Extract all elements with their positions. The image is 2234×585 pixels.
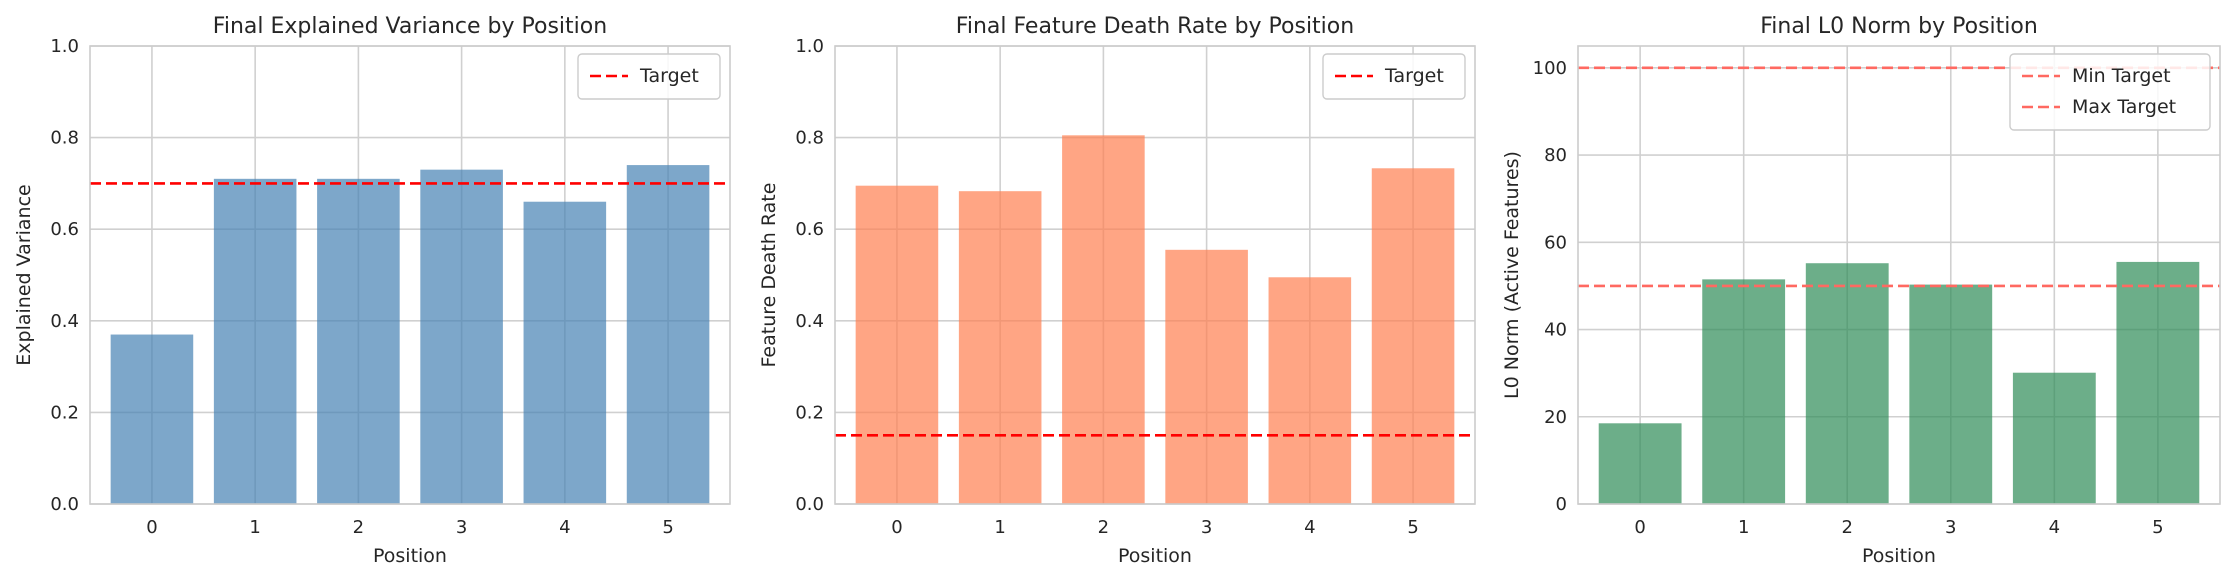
x-axis-label: Position [1118,545,1192,567]
y-tick-label: 0.4 [795,311,824,332]
y-tick-label: 0.8 [795,128,824,149]
x-tick-label: 0 [146,517,157,538]
x-axis-label: Position [373,545,447,567]
bar-4 [1268,277,1352,504]
chart-title: Final Feature Death Rate by Position [956,14,1354,39]
bar-0 [855,185,939,504]
y-tick-label: 0.2 [795,402,824,423]
y-tick-label: 0.2 [50,402,79,423]
legend-box [1322,53,1466,100]
bar-5 [1371,168,1455,504]
bar-5 [2116,261,2200,504]
x-tick-label: 4 [2049,517,2060,538]
x-tick-label: 3 [456,517,467,538]
x-tick-label: 2 [353,517,364,538]
bar-4 [2012,372,2096,504]
bar-5 [626,165,710,504]
bar-1 [1702,279,1786,504]
x-tick-label: 0 [891,517,902,538]
y-tick-label: 100 [1533,58,1567,79]
plot-area [835,46,1475,504]
x-tick-label: 5 [2152,517,2163,538]
plot-area [90,46,730,504]
y-tick-label: 80 [1544,145,1567,166]
x-tick-label: 1 [994,517,1005,538]
chart-panel-1: 0.0 0.2 0.4 0.6 0.8 1.0 0 1 2 3 4 5 Final Feature De… [758,14,1476,567]
legend-box [577,53,721,100]
y-axis-label: L0 Norm (Active Features) [1501,151,1523,399]
bar-2 [317,178,400,504]
x-tick-label: 1 [1738,517,1749,538]
axes-frame [1577,45,2221,505]
bar-3 [1165,249,1248,504]
legend: Target [577,53,721,100]
bar-0 [110,334,194,504]
y-axis-label: Feature Death Rate [758,183,780,368]
x-tick-label: 5 [1407,517,1418,538]
bar-2 [1062,135,1145,504]
legend: Target [1322,53,1466,100]
chart-panel-0: 0.0 0.2 0.4 0.6 0.8 1.0 0 1 2 3 4 5 Final Explained … [13,14,731,567]
y-tick-label: 60 [1544,232,1567,253]
y-tick-label: 40 [1544,320,1567,341]
y-tick-label: 1.0 [50,36,79,57]
bar-0 [1598,423,1682,504]
x-tick-label: 5 [662,517,673,538]
bar-4 [523,201,607,504]
x-tick-label: 4 [559,517,570,538]
legend-box [2009,53,2211,131]
x-tick-label: 2 [1098,517,1109,538]
y-tick-label: 1.0 [795,36,824,57]
x-tick-label: 1 [249,517,260,538]
y-tick-label: 0.4 [50,311,79,332]
bar-3 [1909,284,1993,504]
chart-title: Final Explained Variance by Position [213,14,607,39]
y-tick-label: 20 [1544,407,1567,428]
y-tick-label: 0.0 [50,494,79,515]
bar-2 [1805,263,1889,504]
x-tick-label: 3 [1201,517,1212,538]
x-tick-label: 2 [1841,517,1852,538]
chart-title: Final L0 Norm by Position [1760,14,2038,39]
x-tick-label: 4 [1304,517,1315,538]
y-axis-label: Explained Variance [13,184,35,365]
legend: Min Target Max Target [2009,53,2211,131]
y-tick-label: 0.6 [795,219,824,240]
legend-label: Min Target [2072,65,2171,87]
axes-frame [89,45,731,505]
legend-label: Max Target [2072,96,2176,118]
y-tick-label: 0 [1556,494,1567,515]
x-axis-label: Position [1862,545,1936,567]
chart-panel-2: 0 20 40 60 80 100 0 1 2 3 4 5 Final L0 Norm by Posit… [1501,14,2221,567]
bar-1 [958,191,1042,504]
axes-frame [834,45,1476,505]
legend-label: Target [639,65,699,87]
x-tick-label: 0 [1634,517,1645,538]
y-tick-label: 0.8 [50,128,79,149]
bar-1 [213,178,297,504]
y-tick-label: 0.6 [50,219,79,240]
legend-label: Target [1384,65,1444,87]
x-tick-label: 3 [1945,517,1956,538]
y-tick-label: 0.0 [795,494,824,515]
bar-3 [420,169,503,504]
